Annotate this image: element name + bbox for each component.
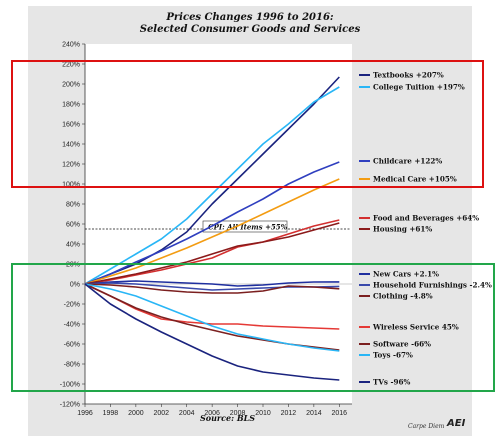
legend-label: College Tuition +197%	[373, 83, 465, 92]
y-tick-label: 60%	[66, 222, 80, 229]
legend-label: Medical Care +105%	[373, 175, 457, 184]
legend-label: Housing +61%	[373, 225, 432, 234]
y-tick-label: 240%	[62, 42, 80, 49]
y-tick-label: 120%	[62, 162, 80, 169]
x-tick-label: 2014	[306, 410, 322, 417]
legend-label: Food and Beverages +64%	[373, 214, 479, 223]
y-tick-label: -100%	[60, 382, 80, 389]
x-tick-label: 2006	[204, 410, 220, 417]
y-tick-label: 200%	[62, 82, 80, 89]
x-tick-label: 2010	[255, 410, 271, 417]
series-line	[84, 76, 340, 285]
y-tick-label: 40%	[66, 242, 80, 249]
aei-logo: AEI	[447, 418, 466, 429]
y-tick-label: -40%	[64, 322, 80, 329]
y-tick-label: -60%	[64, 342, 80, 349]
x-tick-label: 1998	[103, 410, 119, 417]
chart-title-line-2: Selected Consumer Goods and Services	[139, 24, 361, 35]
y-tick-label: 180%	[62, 102, 80, 109]
y-tick-label: 100%	[62, 182, 80, 189]
chart-title-line-1: Prices Changes 1996 to 2016:	[166, 12, 334, 23]
series-line	[84, 86, 340, 285]
series-line	[84, 280, 340, 287]
legend-label: Wireless Service 45%	[372, 323, 459, 332]
y-tick-label: -80%	[64, 362, 80, 369]
y-tick-label: 140%	[62, 142, 80, 149]
y-tick-label: 80%	[66, 202, 80, 209]
y-tick-label: -120%	[60, 402, 80, 409]
legend-label: New Cars +2.1%	[373, 270, 439, 279]
legend-label: TVs -96%	[373, 378, 410, 387]
y-tick-label: -20%	[64, 302, 80, 309]
legend-label: Textbooks +207%	[373, 71, 444, 80]
x-tick-label: 2002	[153, 410, 169, 417]
highlight-box-green	[11, 263, 495, 392]
series-line	[84, 283, 340, 352]
credit-note: Carpe Diem	[408, 423, 445, 430]
series-line	[84, 178, 340, 285]
source-note: Source: BLS	[200, 413, 256, 423]
legend-label: Software -66%	[373, 340, 431, 349]
x-tick-label: 2000	[128, 410, 144, 417]
x-tick-label: 2008	[230, 410, 246, 417]
y-tick-label: 160%	[62, 122, 80, 129]
series-line	[84, 219, 340, 285]
x-tick-label: 2004	[179, 410, 195, 417]
legend-label: Clothing -4.8%	[373, 292, 433, 301]
legend-label: Toys -67%	[373, 351, 413, 360]
y-tick-label: 20%	[66, 262, 80, 269]
legend-label: Childcare +122%	[373, 157, 442, 166]
highlight-box-red	[11, 60, 484, 188]
series-line	[84, 283, 340, 381]
cpi-label: CPI: All Items +55%	[208, 223, 288, 232]
series-line	[84, 283, 340, 294]
x-tick-label: 1996	[77, 410, 93, 417]
cpi-label-box	[202, 220, 288, 233]
x-tick-label: 2012	[281, 410, 297, 417]
legend-label: Household Furnishings -2.4%	[373, 281, 492, 290]
y-tick-label: 0%	[70, 282, 80, 289]
series-line	[84, 222, 340, 285]
series-line	[84, 161, 340, 285]
y-tick-label: 220%	[62, 62, 80, 69]
x-tick-label: 2016	[331, 410, 347, 417]
